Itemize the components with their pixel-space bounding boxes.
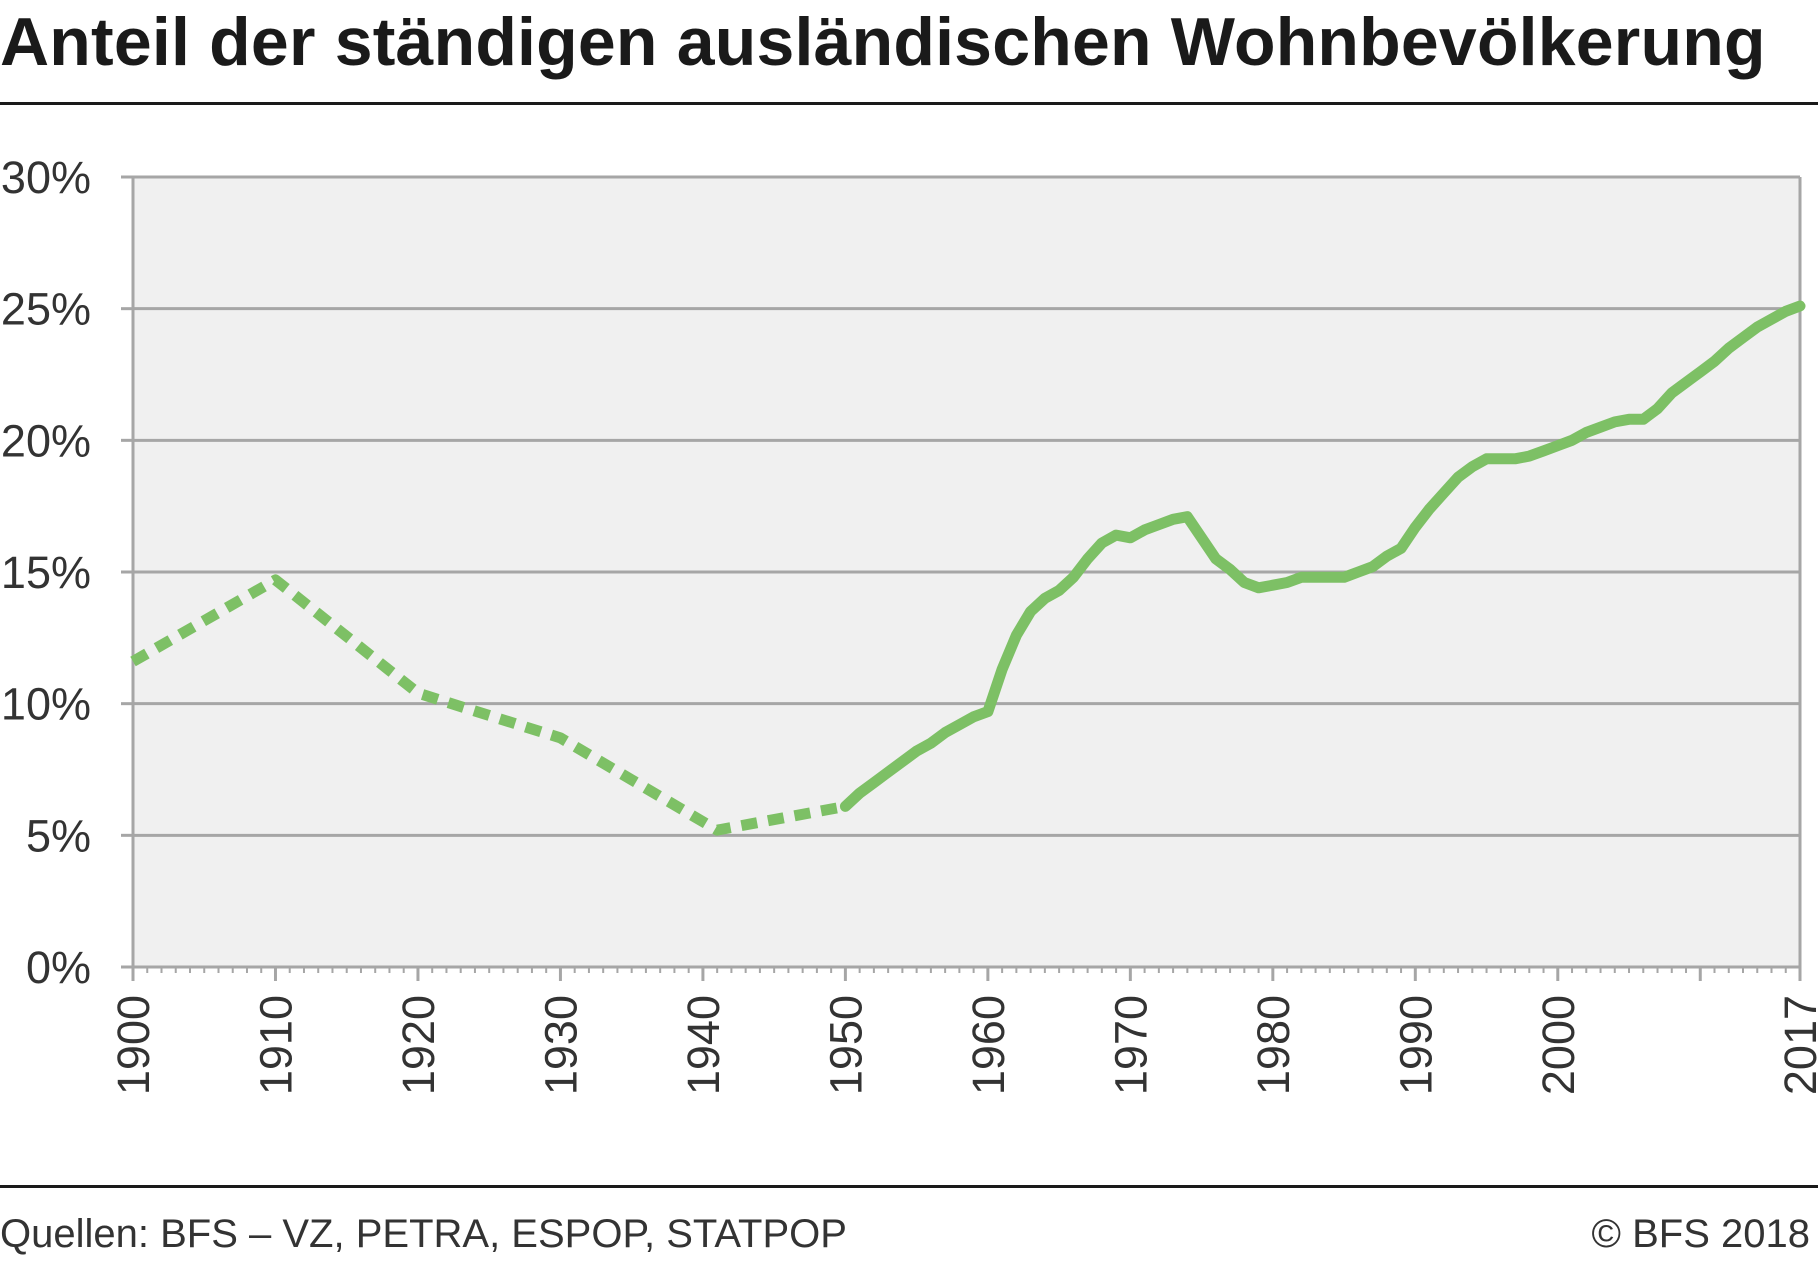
source-note: Quellen: BFS – VZ, PETRA, ESPOP, STATPOP bbox=[0, 1212, 847, 1256]
x-tick-label: 1990 bbox=[1390, 995, 1441, 1095]
x-tick-label: 1980 bbox=[1248, 995, 1299, 1095]
x-tick-label: 1970 bbox=[1105, 995, 1156, 1095]
y-tick-label: 30% bbox=[1, 152, 91, 203]
title-rule bbox=[0, 102, 1818, 105]
axes bbox=[131, 177, 1802, 981]
x-tick-label: 1930 bbox=[535, 995, 586, 1095]
x-tick-label: 2017 bbox=[1775, 995, 1818, 1095]
y-axis-tick-labels: 0% 5% 10% 15% 20% 25% 30% bbox=[1, 152, 91, 993]
x-tick-label: 2000 bbox=[1533, 995, 1584, 1095]
series-line-estimated bbox=[130, 574, 847, 836]
data-series bbox=[130, 300, 1806, 836]
y-tick-label: 10% bbox=[1, 679, 91, 730]
series-line-annual bbox=[839, 300, 1806, 812]
chart-title: Anteil der ständigen ausländischen Wohnb… bbox=[0, 4, 1766, 80]
gridlines bbox=[121, 175, 1800, 969]
x-tick-label: 1940 bbox=[678, 995, 729, 1095]
y-tick-label: 15% bbox=[1, 547, 91, 598]
y-tick-label: 20% bbox=[1, 415, 91, 466]
x-tick-label: 1910 bbox=[250, 995, 301, 1095]
y-tick-label: 5% bbox=[26, 810, 91, 861]
copyright-note: © BFS 2018 bbox=[1591, 1212, 1810, 1256]
x-axis-tick-labels: 1900 1910 1920 1930 1940 1950 1960 1970 1980 1990… bbox=[108, 995, 1818, 1095]
x-tick-label: 1960 bbox=[963, 995, 1014, 1095]
footer-rule bbox=[0, 1185, 1818, 1188]
x-tick-label: 1920 bbox=[393, 995, 444, 1095]
y-tick-label: 25% bbox=[1, 284, 91, 335]
x-tick-label: 1900 bbox=[108, 995, 159, 1095]
line-chart: 0% 5% 10% 15% 20% 25% 30% 1900 1910 1920 1930 1940… bbox=[1, 152, 1818, 1095]
x-tick-label: 1950 bbox=[820, 995, 871, 1095]
y-tick-label: 0% bbox=[26, 942, 91, 993]
